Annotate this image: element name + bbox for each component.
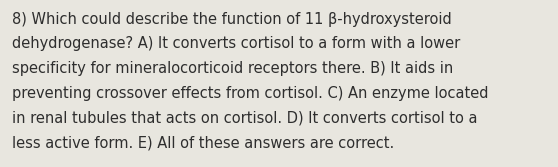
Text: preventing crossover effects from cortisol. C) An enzyme located: preventing crossover effects from cortis… [12, 86, 489, 101]
Text: 8) Which could describe the function of 11 β-hydroxysteroid: 8) Which could describe the function of … [12, 12, 452, 27]
Text: less active form. E) All of these answers are correct.: less active form. E) All of these answer… [12, 135, 395, 150]
Text: in renal tubules that acts on cortisol. D) It converts cortisol to a: in renal tubules that acts on cortisol. … [12, 111, 478, 126]
Text: dehydrogenase? A) It converts cortisol to a form with a lower: dehydrogenase? A) It converts cortisol t… [12, 36, 460, 51]
Text: specificity for mineralocorticoid receptors there. B) It aids in: specificity for mineralocorticoid recept… [12, 61, 454, 76]
